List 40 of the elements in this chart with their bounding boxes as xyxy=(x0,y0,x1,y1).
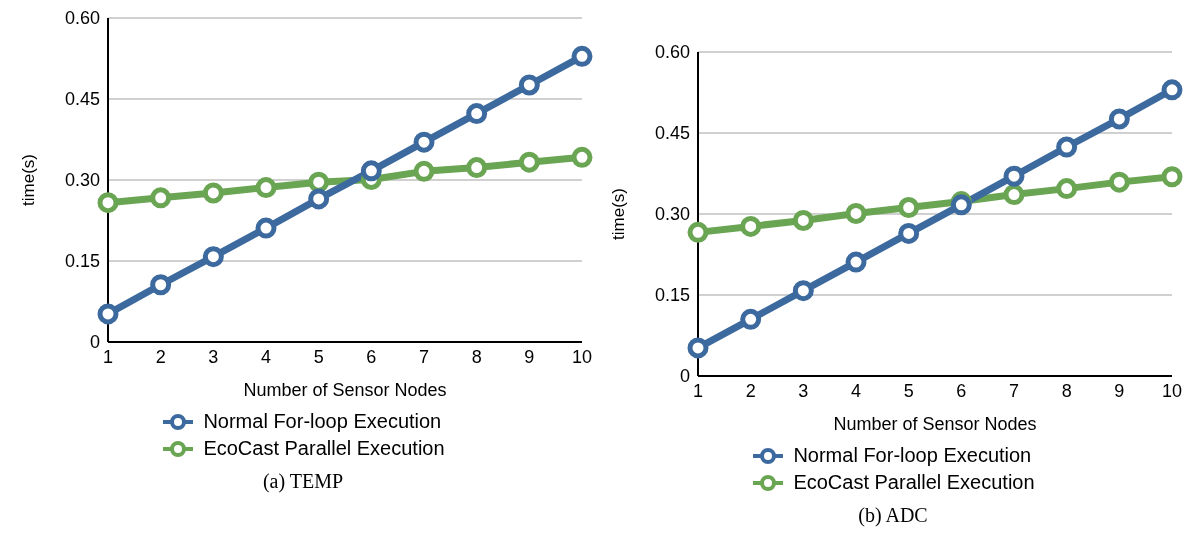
y-tick-label: 0.15 xyxy=(64,251,100,272)
y-tick-label: 0.45 xyxy=(654,123,690,144)
y-axis-title: time(s) xyxy=(609,188,629,240)
x-tick-label: 3 xyxy=(208,346,219,367)
y-tick-label: 0.30 xyxy=(654,204,690,225)
y-axis-title: time(s) xyxy=(19,154,39,206)
x-tick-label: 8 xyxy=(471,346,482,367)
y-tick-label: 0.60 xyxy=(64,8,100,29)
x-tick-label: 2 xyxy=(745,380,756,401)
legend-label: EcoCast Parallel Execution xyxy=(793,471,1035,494)
x-tick-label: 1 xyxy=(102,346,114,367)
y-tick-label: 0.60 xyxy=(654,42,690,63)
x-tick-label: 3 xyxy=(798,380,809,401)
x-tick-label: 6 xyxy=(366,346,377,367)
y-tick-label: 0.45 xyxy=(64,89,100,110)
x-tick-label: 8 xyxy=(1061,380,1072,401)
x-tick-label: 5 xyxy=(903,380,914,401)
y-tick-label: 0 xyxy=(89,332,100,353)
x-tick-label: 4 xyxy=(260,346,272,367)
x-tick-label: 10 xyxy=(1161,380,1183,401)
y-tick-label: 0.30 xyxy=(64,170,100,191)
x-tick-label: 2 xyxy=(155,346,166,367)
text: (b) ADC xyxy=(858,504,928,527)
y-tick-label: 0 xyxy=(679,366,690,387)
x-tick-label: 4 xyxy=(850,380,862,401)
legend-label: EcoCast Parallel Execution xyxy=(203,437,445,460)
x-axis-title: Number of Sensor Nodes xyxy=(833,414,1037,434)
x-tick-label: 9 xyxy=(524,346,535,367)
x-tick-label: 6 xyxy=(956,380,967,401)
y-tick-label: 0.15 xyxy=(654,285,690,306)
x-tick-label: 7 xyxy=(418,346,430,367)
x-tick-label: 10 xyxy=(571,346,593,367)
legend-label: Normal For-loop Execution xyxy=(203,410,442,433)
x-tick-label: 9 xyxy=(1114,380,1125,401)
x-tick-label: 7 xyxy=(1008,380,1020,401)
legend-label: Normal For-loop Execution xyxy=(793,444,1032,467)
text: (a) TEMP xyxy=(262,470,344,493)
x-tick-label: 1 xyxy=(692,380,704,401)
x-axis-title: Number of Sensor Nodes xyxy=(243,380,447,400)
x-tick-label: 5 xyxy=(313,346,324,367)
